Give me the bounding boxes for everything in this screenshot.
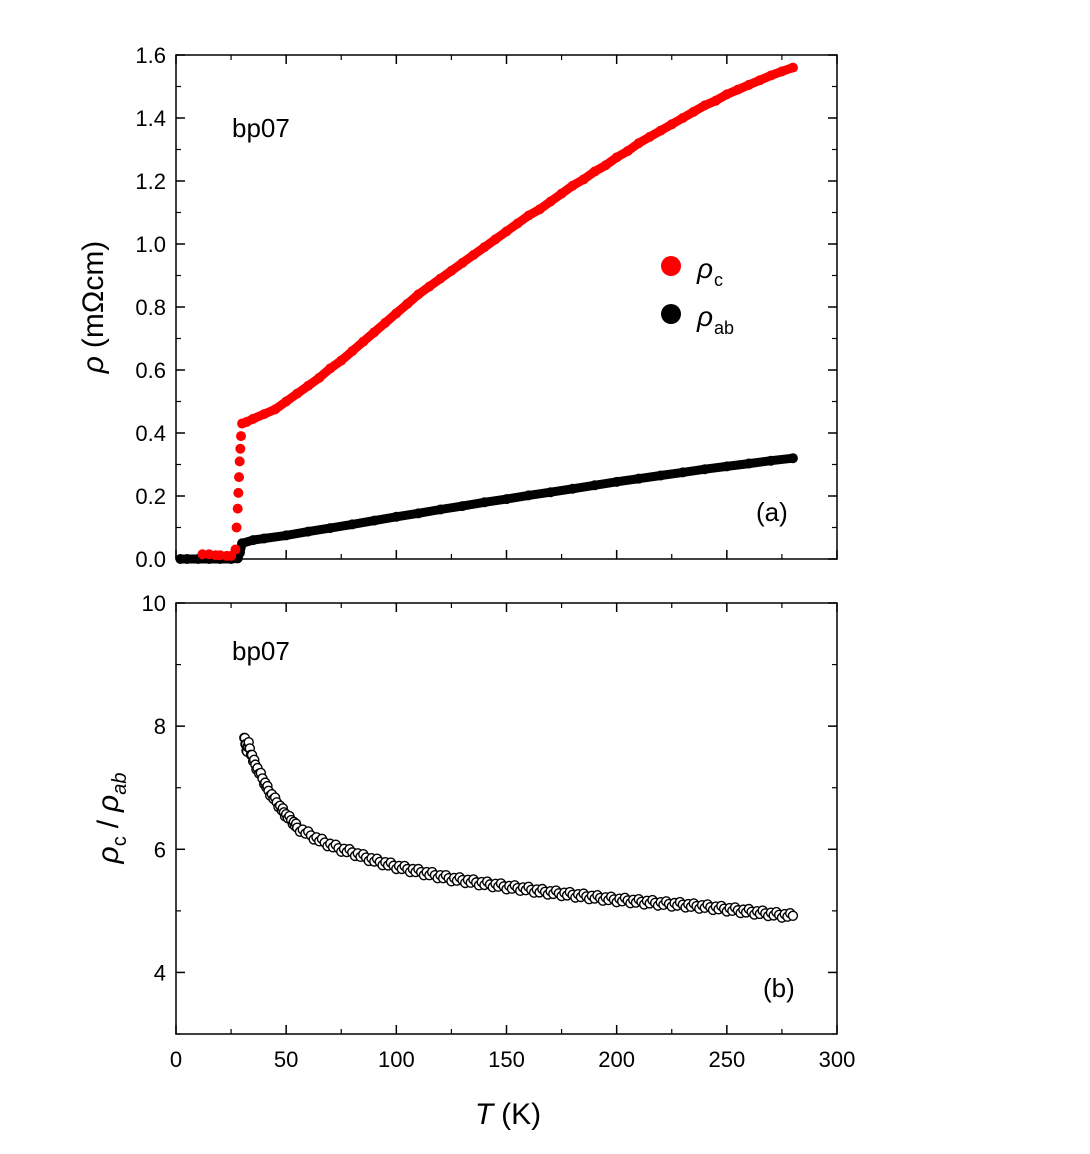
panel-a-y-tick-label: 0.8 — [135, 295, 166, 320]
panel-a: 0.0 0.2 0.4 0.6 0.8 1.0 1.2 1.4 1.6 bp07 (a) ρc … — [77, 43, 837, 572]
rho-c-point — [579, 174, 589, 184]
panel-a-y-tick-label: 1.2 — [135, 169, 166, 194]
rho-c-point — [590, 167, 600, 177]
rho-c-point — [230, 545, 240, 555]
rho-c-point — [369, 327, 379, 337]
rho-c-point — [700, 100, 710, 110]
panel-a-y-axis-title: ρ(mΩcm) — [77, 241, 110, 375]
rho-c-point — [568, 181, 578, 191]
rho-c-point — [535, 204, 545, 214]
panel-b-frame — [176, 603, 837, 1034]
rho-c-point — [234, 472, 244, 482]
panel-b-y-tick-label: 6 — [154, 837, 166, 862]
panel-a-y-tick-label: 0.4 — [135, 421, 166, 446]
rho-c-point — [502, 226, 512, 236]
legend-marker-rho-c — [661, 256, 681, 276]
legend-marker-rho-ab — [661, 304, 681, 324]
rho-c-point — [292, 389, 302, 399]
rho-c-point — [457, 258, 467, 268]
rho-c-point — [233, 488, 243, 498]
legend: ρc ρab — [661, 253, 734, 338]
rho-c-point — [468, 250, 478, 260]
legend-label-rho-ab: ρab — [696, 301, 734, 338]
rho-c-point — [424, 282, 434, 292]
panel-b-label: (b) — [763, 973, 795, 1003]
panel-b-y-tick-label: 4 — [154, 960, 166, 985]
rho-ab-trace — [180, 458, 793, 559]
panel-a-y-tick-label: 1.0 — [135, 232, 166, 257]
rho-c-point — [236, 431, 246, 441]
panel-a-y-tick-label: 0.0 — [135, 547, 166, 572]
rho-c-point — [235, 444, 245, 454]
rho-c-point — [645, 132, 655, 142]
rho-c-point — [233, 504, 243, 514]
panel-a-y-tick-label: 1.4 — [135, 106, 166, 131]
panel-a-label: (a) — [756, 497, 788, 527]
rho-c-point — [358, 337, 368, 347]
panel-a-y-tick-label: 1.6 — [135, 43, 166, 68]
rho-c-point — [413, 289, 423, 299]
rho-c-point — [325, 363, 335, 373]
rho-c-point — [623, 146, 633, 156]
rho-c-point — [689, 107, 699, 117]
panel-b-sample-label: bp07 — [232, 636, 290, 666]
panel-b-y-tick-label: 8 — [154, 714, 166, 739]
x-tick-label: 100 — [378, 1047, 415, 1072]
rho-c-point — [490, 234, 500, 244]
rho-c-point — [678, 113, 688, 123]
rho-c-point — [336, 356, 346, 366]
rho-c-point — [232, 523, 242, 533]
rho-c-point — [711, 96, 721, 106]
rho-c-point — [347, 346, 357, 356]
x-tick-label: 150 — [488, 1047, 525, 1072]
panel-b-y-axis-title: ρc/ρab — [92, 773, 131, 865]
rho-c-point — [281, 397, 291, 407]
x-tick-label: 250 — [708, 1047, 745, 1072]
panel-a-y-tick-label: 0.6 — [135, 358, 166, 383]
rho-c-point — [314, 373, 324, 383]
panel-b-points — [240, 733, 798, 922]
panel-b-y-tick-label: 10 — [142, 591, 166, 616]
legend-label-rho-c: ρc — [696, 253, 723, 290]
rho-c-point — [259, 409, 269, 419]
rho-c-point — [722, 89, 732, 99]
rho-c-point — [270, 404, 280, 414]
ratio-point — [788, 911, 797, 920]
rho-c-point — [380, 318, 390, 328]
rho-c-point — [546, 196, 556, 206]
rho-c-point — [667, 119, 677, 129]
rho-c-point — [733, 85, 743, 95]
rho-c-point — [557, 189, 567, 199]
x-tick-label: 0 — [170, 1047, 182, 1072]
rho-c-point — [513, 219, 523, 229]
rho-c-trace — [242, 68, 793, 424]
rho-c-point — [766, 70, 776, 80]
rho-c-point — [601, 160, 611, 170]
panel-a-y-tick-label: 0.2 — [135, 484, 166, 509]
x-tick-label: 50 — [274, 1047, 298, 1072]
rho-c-point — [612, 152, 622, 162]
rho-c-point — [435, 274, 445, 284]
rho-c-point — [402, 299, 412, 309]
rho-c-point — [248, 414, 258, 424]
x-tick-label: 200 — [598, 1047, 635, 1072]
rho-c-point — [235, 456, 245, 466]
rho-c-point — [446, 266, 456, 276]
rho-c-point — [744, 80, 754, 90]
rho-c-point — [303, 381, 313, 391]
x-axis-title: T (K) — [475, 1098, 541, 1131]
rho-c-point — [634, 138, 644, 148]
rho-c-point — [391, 308, 401, 318]
panel-a-sample-label: bp07 — [232, 113, 290, 143]
rho-c-point — [788, 63, 798, 73]
rho-c-point — [755, 75, 765, 85]
rho-c-point — [479, 242, 489, 252]
figure: 0.0 0.2 0.4 0.6 0.8 1.0 1.2 1.4 1.6 bp07 (a) ρc … — [0, 0, 1090, 1154]
rho-c-point — [777, 66, 787, 76]
rho-c-point — [656, 126, 666, 136]
rho-c-point — [524, 211, 534, 221]
x-tick-label: 300 — [819, 1047, 856, 1072]
